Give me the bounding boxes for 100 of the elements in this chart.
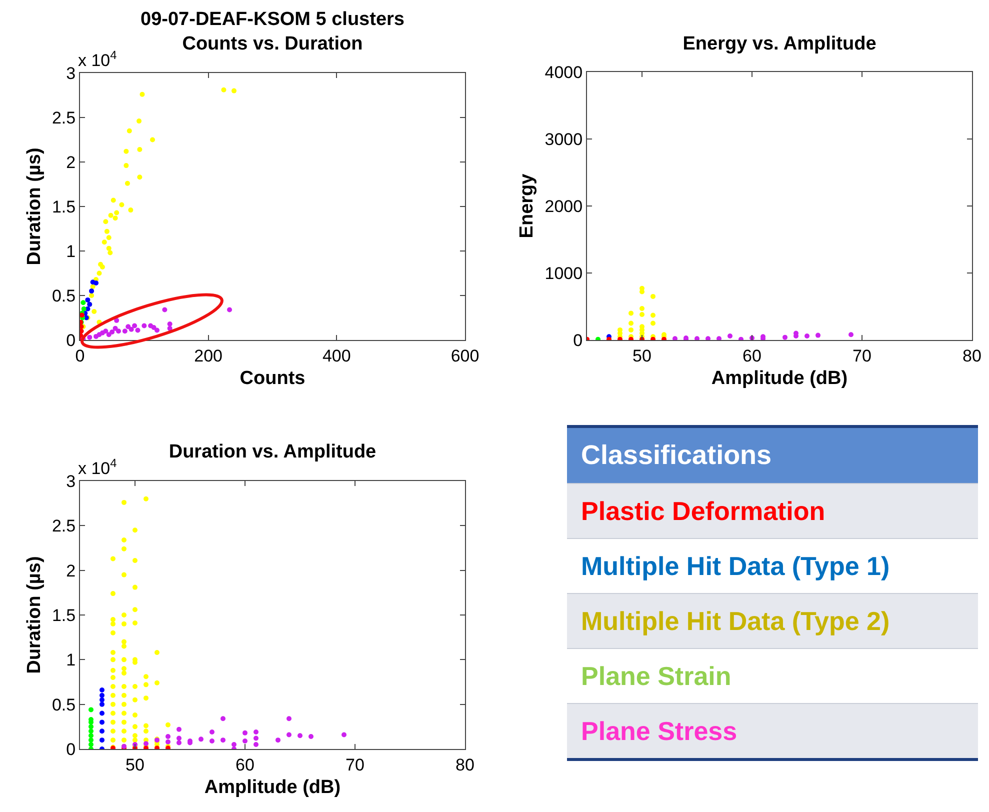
point [128,208,134,213]
y-tick-label: 0 [66,330,76,350]
point [85,297,90,302]
point [210,730,214,735]
point [694,336,700,340]
point [89,288,94,294]
text: Multiple Hit Data (Type 2) [567,593,978,648]
x-tick-label: 400 [322,346,351,366]
point [254,736,258,741]
x-tick-label: 70 [852,346,872,366]
point [144,741,148,746]
point [88,724,94,730]
text: Plane Strain [567,648,978,703]
point [80,300,86,306]
point [816,332,820,338]
point [276,738,280,743]
point [716,336,722,340]
x-tick-label: 600 [450,346,480,366]
y-axis-title: Duration (µs) [24,148,45,266]
y-axis-title: Energy [516,173,538,238]
y-tick-label: 1.5 [52,606,76,625]
point [137,174,142,180]
point [110,329,115,334]
x-tick-label: 70 [346,755,364,774]
point [628,327,634,332]
y-axis-title: Duration (µs) [24,556,45,674]
point [128,326,134,332]
point [650,336,656,340]
point [650,320,656,326]
point [166,739,170,744]
point [106,246,112,251]
point [100,710,104,716]
point [100,738,104,743]
point [640,306,644,312]
point [142,323,147,328]
point [640,312,644,318]
y-tick-label: 3000 [544,130,583,149]
x-tick-label: 60 [236,755,254,774]
chart-title: Energy vs. Amplitude [682,33,876,54]
y-tick-label: 0 [573,330,583,350]
y-tick-label: 0.5 [52,695,76,714]
point [298,733,302,738]
point [162,307,168,312]
point [100,702,104,707]
point [100,264,105,270]
y-tick-label: 1 [66,650,76,670]
point [132,323,138,328]
point [342,732,346,738]
point [106,235,112,240]
point [254,730,258,735]
x-axis-title: Amplitude (dB) [204,777,341,798]
point [628,336,634,340]
point [88,707,94,712]
point [114,210,120,216]
point [124,163,129,168]
point [140,92,145,97]
point [96,270,102,276]
y-tick-label: 3 [66,472,76,491]
point [154,328,160,333]
point [100,697,104,702]
point [126,128,132,134]
point [102,240,107,245]
point [151,325,156,330]
point [88,742,94,748]
y-tick-label: 0.5 [52,286,76,306]
point [88,738,94,743]
point [254,742,258,748]
x-tick-label: 80 [962,346,982,366]
point [176,726,182,732]
y-tick-label: 0 [66,740,76,759]
point [100,728,104,734]
y-tick-label: 2000 [544,196,583,216]
point [286,716,292,722]
x-tick-label: 60 [742,346,762,366]
point [80,328,84,334]
point [650,294,656,299]
point [124,148,129,154]
point [728,333,732,338]
y-tick-label: 3 [66,64,76,83]
y-tick-label: 2.5 [52,108,76,128]
point [286,732,292,738]
point [100,692,104,698]
point [782,334,788,340]
point [166,734,170,739]
point [110,198,116,203]
point [88,728,94,734]
point [628,310,634,316]
point [662,336,666,340]
point [119,202,124,208]
point [596,336,600,340]
point [242,730,248,736]
point [114,318,120,323]
point [198,736,204,742]
point [232,88,236,94]
x-tick-label: 50 [632,346,652,366]
point [100,720,104,725]
point [220,716,226,722]
point [618,327,622,332]
point [108,212,114,218]
point [167,321,172,326]
